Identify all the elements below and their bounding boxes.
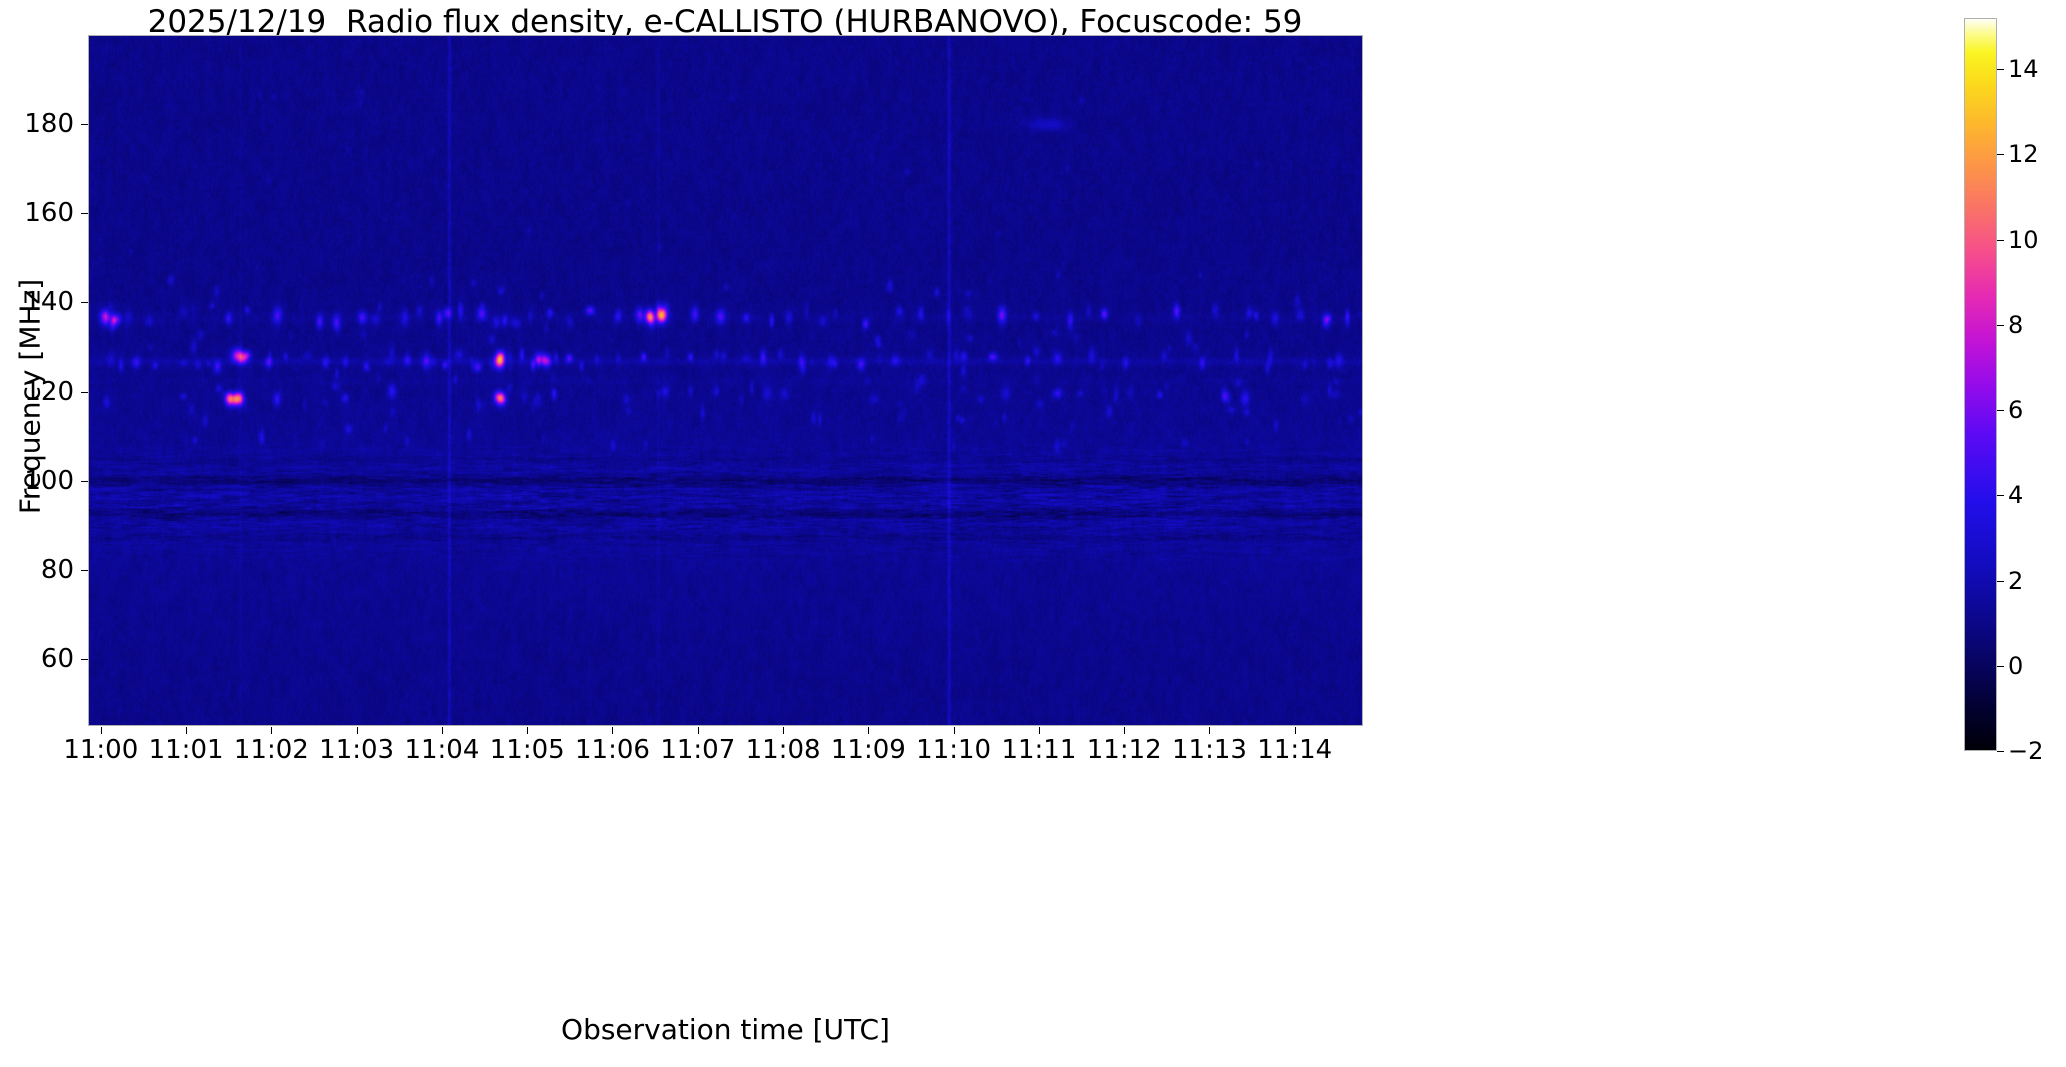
y-tick-label: 80: [40, 554, 74, 585]
x-tick-label: 11:00: [63, 735, 139, 765]
x-tick-mark: [356, 727, 358, 734]
x-axis-label: Observation time [UTC]: [561, 1013, 890, 1046]
x-tick-label: 11:12: [1086, 735, 1162, 765]
y-tick-label: 120: [24, 376, 74, 407]
colorbar-tick-label: 12: [2008, 140, 2039, 169]
y-tick-mark: [81, 659, 88, 661]
x-tick-label: 11:13: [1172, 735, 1247, 765]
colorbar-tick-mark: [1997, 495, 2004, 497]
x-tick-mark: [271, 727, 273, 734]
y-tick-mark: [81, 124, 88, 126]
y-tick-label: 140: [24, 287, 74, 318]
colorbar-tick-label: 0: [2008, 651, 2024, 680]
x-tick-label: 11:01: [148, 735, 224, 765]
colorbar-tick-mark: [1997, 324, 2004, 326]
x-tick-mark: [1209, 727, 1211, 734]
colorbar-tick-mark: [1997, 580, 2004, 582]
x-tick-mark: [441, 727, 443, 734]
colorbar-tick-label: 4: [2008, 481, 2024, 510]
colorbar-tick-label: 6: [2008, 396, 2024, 425]
y-tick-label: 100: [24, 465, 74, 496]
x-tick-mark: [1294, 727, 1296, 734]
y-tick-mark: [81, 302, 88, 304]
colorbar-tick-label: 2: [2008, 566, 2024, 595]
spectrogram-axes: [88, 35, 1363, 726]
x-tick-label: 11:05: [489, 735, 565, 765]
colorbar-tick-mark: [1997, 154, 2004, 156]
x-tick-mark: [527, 727, 529, 734]
colorbar-tick-label-min: −2: [2008, 737, 2044, 765]
x-tick-label: 11:03: [319, 735, 395, 765]
x-tick-label: 11:09: [830, 735, 906, 765]
colorbar-tick-mark: [1997, 69, 2004, 71]
colorbar-tick-mark: [1997, 665, 2004, 667]
x-tick-label: 11:11: [1001, 735, 1077, 765]
x-tick-mark: [783, 727, 785, 734]
x-tick-label: 11:02: [233, 735, 309, 765]
colorbar-tick-label: 8: [2008, 310, 2024, 339]
x-tick-mark: [1038, 727, 1040, 734]
spectrogram-image: [89, 36, 1362, 725]
x-tick-mark: [1124, 727, 1126, 734]
y-tick-label: 180: [24, 109, 74, 140]
colorbar-gradient: [1965, 19, 1996, 750]
x-tick-label: 11:14: [1257, 735, 1333, 765]
y-tick-mark: [81, 569, 88, 571]
x-tick-mark: [100, 727, 102, 734]
chart-title: 2025/12/19 Radio flux density, e-CALLIST…: [147, 4, 1303, 40]
x-tick-label: 11:10: [916, 735, 992, 765]
x-tick-mark: [612, 727, 614, 734]
x-tick-label: 11:07: [660, 735, 736, 765]
y-axis-label: Frequency [MHz]: [13, 278, 47, 515]
x-tick-label: 11:04: [404, 735, 480, 765]
colorbar-tick-mark: [1997, 239, 2004, 241]
y-tick-mark: [81, 480, 88, 482]
x-tick-mark: [868, 727, 870, 734]
y-tick-label: 60: [40, 644, 74, 675]
x-tick-mark: [953, 727, 955, 734]
x-tick-mark: [186, 727, 188, 734]
y-tick-label: 160: [24, 198, 74, 229]
y-tick-mark: [81, 391, 88, 393]
x-tick-label: 11:06: [575, 735, 650, 765]
colorbar-tick-label: 10: [2008, 225, 2039, 254]
x-tick-label: 11:08: [745, 735, 821, 765]
x-tick-mark: [697, 727, 699, 734]
colorbar: 0 2 4 6 8 10 12 14 −2: [1964, 18, 2043, 765]
colorbar-tick-label: 14: [2008, 55, 2039, 84]
colorbar-tick-mark: [1997, 410, 2004, 412]
colorbar-gradient-box: [1964, 18, 1997, 751]
colorbar-tick-mark-min: [1997, 751, 2004, 752]
y-tick-mark: [81, 213, 88, 215]
